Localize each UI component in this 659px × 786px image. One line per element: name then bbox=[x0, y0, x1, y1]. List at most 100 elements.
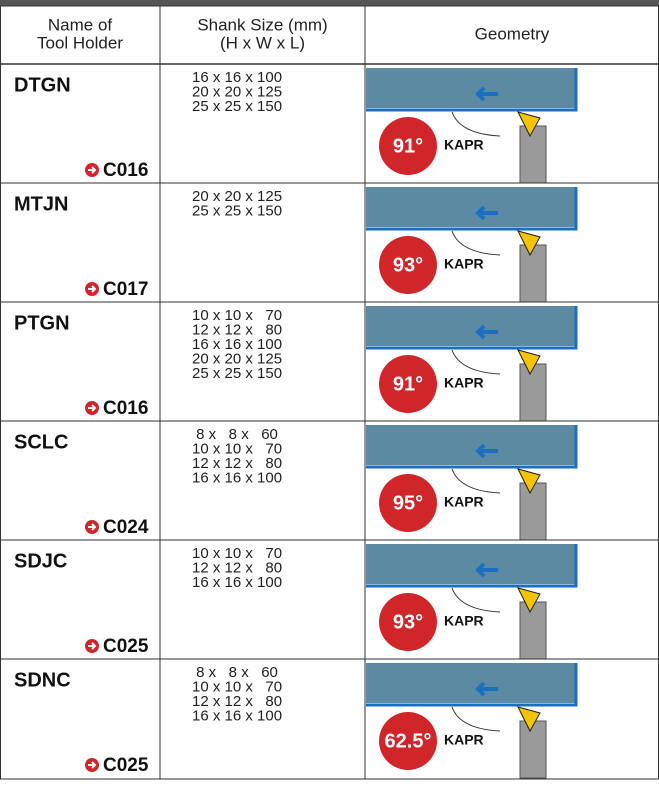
shank-size: 10 x 10 x 70 bbox=[192, 440, 282, 457]
header-text: Geometry bbox=[475, 24, 550, 43]
ref-code: C017 bbox=[103, 279, 148, 300]
geometry: 93° KAPR bbox=[366, 544, 578, 660]
holder-shank bbox=[519, 363, 547, 422]
ref-code: C016 bbox=[103, 398, 148, 419]
feed-arrow bbox=[475, 681, 498, 697]
workpiece-edge bbox=[366, 425, 578, 469]
geometry: 62.5° KAPR bbox=[366, 663, 578, 779]
angle-arc bbox=[451, 587, 501, 613]
angle-value: 93° bbox=[393, 611, 423, 633]
shank-size: 16 x 16 x 100 bbox=[192, 69, 282, 86]
feed-arrow bbox=[475, 205, 498, 221]
table-border bbox=[0, 5, 659, 780]
angle-value: 95° bbox=[393, 492, 423, 514]
feed-arrow bbox=[475, 562, 498, 578]
shank-size: 16 x 16 x 100 bbox=[192, 469, 282, 486]
angle-value: 91° bbox=[393, 373, 423, 395]
ref-code: C025 bbox=[103, 636, 149, 657]
shank-size: 20 x 20 x 125 bbox=[192, 350, 282, 367]
angle-badge bbox=[379, 474, 437, 532]
ref-code: C024 bbox=[103, 517, 149, 538]
holder-shank bbox=[519, 244, 547, 303]
holder-shank bbox=[519, 601, 547, 660]
angle-badge bbox=[379, 236, 437, 294]
geometry: 95° KAPR bbox=[366, 425, 578, 541]
shank-size: 10 x 10 x 70 bbox=[192, 307, 282, 324]
ref-arrow bbox=[88, 166, 97, 174]
holder-shank bbox=[519, 720, 547, 779]
tool-name: SCLC bbox=[14, 431, 68, 453]
workpiece bbox=[366, 306, 576, 346]
angle-arc bbox=[451, 230, 501, 256]
shank-size: 20 x 20 x 125 bbox=[192, 83, 282, 100]
kapr-label: KAPR bbox=[444, 256, 484, 272]
workpiece-edge bbox=[366, 68, 578, 112]
angle-value: 91° bbox=[393, 135, 423, 157]
angle-value: 93° bbox=[393, 254, 423, 276]
workpiece-edge bbox=[366, 306, 578, 350]
shank-size: 12 x 12 x 80 bbox=[192, 455, 282, 472]
ref-arrow bbox=[88, 285, 97, 293]
angle-badge bbox=[379, 593, 437, 651]
shank-size: 25 x 25 x 150 bbox=[192, 98, 282, 115]
insert bbox=[517, 706, 541, 733]
kapr-label: KAPR bbox=[444, 137, 484, 153]
tool-name: MTJN bbox=[14, 193, 68, 215]
top-bar bbox=[0, 0, 659, 6]
ref-arrow bbox=[88, 523, 97, 531]
header-text: Name of bbox=[48, 15, 113, 34]
feed-arrow bbox=[475, 86, 498, 102]
workpiece-edge bbox=[366, 663, 578, 707]
holder-shank bbox=[519, 125, 547, 184]
workpiece-edge bbox=[366, 544, 578, 588]
header-text: Shank Size (mm) bbox=[197, 15, 327, 34]
workpiece bbox=[366, 187, 576, 227]
kapr-label: KAPR bbox=[444, 732, 484, 748]
shank-size: 10 x 10 x 70 bbox=[192, 545, 282, 562]
tool-name: SDNC bbox=[14, 669, 71, 691]
shank-size: 12 x 12 x 80 bbox=[192, 321, 282, 338]
shank-size: 16 x 16 x 100 bbox=[192, 574, 282, 591]
workpiece bbox=[366, 544, 576, 584]
ref-arrow bbox=[88, 404, 97, 412]
shank-size: 8 x 8 x 60 bbox=[192, 664, 278, 681]
kapr-label: KAPR bbox=[444, 494, 484, 510]
shank-size: 10 x 10 x 70 bbox=[192, 678, 282, 695]
feed-arrow bbox=[475, 443, 498, 459]
shank-size: 12 x 12 x 80 bbox=[192, 693, 282, 710]
insert bbox=[517, 468, 541, 495]
tool-name: DTGN bbox=[14, 74, 71, 96]
ref-arrow bbox=[88, 642, 97, 650]
shank-size: 12 x 12 x 80 bbox=[192, 559, 282, 576]
feed-arrow bbox=[475, 324, 498, 340]
geometry: 93° KAPR bbox=[366, 187, 578, 303]
ref-arrow bbox=[88, 761, 97, 769]
kapr-label: KAPR bbox=[444, 613, 484, 629]
workpiece-edge bbox=[366, 187, 578, 231]
angle-badge bbox=[379, 355, 437, 413]
tool-name: PTGN bbox=[14, 312, 70, 334]
shank-size: 20 x 20 x 125 bbox=[192, 188, 282, 205]
angle-badge bbox=[379, 117, 437, 175]
shank-size: 8 x 8 x 60 bbox=[192, 426, 278, 443]
shank-size: 25 x 25 x 150 bbox=[192, 365, 282, 382]
insert bbox=[517, 230, 541, 257]
geometry: 91° KAPR bbox=[366, 68, 578, 184]
angle-arc bbox=[451, 706, 501, 732]
ref-code: C016 bbox=[103, 160, 148, 181]
angle-arc bbox=[451, 349, 501, 375]
workpiece bbox=[366, 68, 576, 108]
holder-shank bbox=[519, 482, 547, 541]
geometry: 91° KAPR bbox=[366, 306, 578, 422]
insert bbox=[517, 587, 541, 614]
header-text: Tool Holder bbox=[37, 33, 123, 52]
kapr-label: KAPR bbox=[444, 375, 484, 391]
workpiece bbox=[366, 663, 576, 703]
ref-code: C025 bbox=[103, 755, 149, 776]
insert bbox=[517, 349, 541, 376]
angle-badge bbox=[379, 712, 437, 770]
shank-size: 16 x 16 x 100 bbox=[192, 707, 282, 724]
angle-arc bbox=[451, 468, 501, 494]
insert bbox=[517, 111, 541, 138]
tool-name: SDJC bbox=[14, 550, 67, 572]
